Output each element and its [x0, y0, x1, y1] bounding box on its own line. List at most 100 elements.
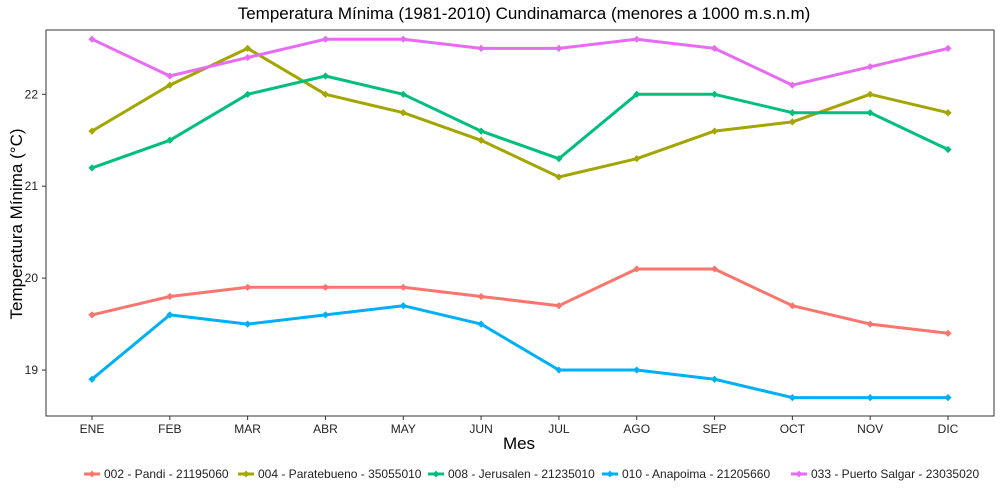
series-2: [88, 44, 952, 181]
series-line: [90, 267, 950, 335]
series-line: [90, 46, 950, 179]
data-point: [244, 90, 252, 98]
data-point: [244, 53, 252, 62]
series-4: [88, 302, 952, 402]
data-point: [166, 136, 174, 144]
data-point: [710, 127, 719, 135]
legend-label: 010 - Anapoima - 21205660: [622, 467, 770, 481]
legend-item: 033 - Puerto Salgar - 23035020: [791, 467, 979, 481]
data-point: [555, 173, 563, 181]
data-point: [399, 90, 407, 98]
data-point: [244, 283, 252, 291]
legend-label: 033 - Puerto Salgar - 23035020: [811, 467, 979, 481]
legend-label: 004 - Paratebueno - 35055010: [258, 467, 422, 481]
x-axis: ENE FEB MAR ABR MAY JUN JUL AGO SEP OCT NOV DIC: [80, 416, 959, 436]
data-point: [788, 394, 796, 402]
data-point: [477, 44, 485, 52]
data-point: [788, 109, 796, 117]
data-point: [321, 35, 330, 43]
data-point: [555, 155, 563, 163]
x-tick-label: JUN: [469, 422, 492, 436]
data-point: [555, 302, 563, 310]
data-point: [866, 63, 874, 71]
data-point: [944, 109, 952, 117]
data-point: [477, 292, 485, 301]
data-point: [88, 375, 96, 383]
legend-label: 002 - Pandi - 21195060: [104, 467, 229, 481]
data-point: [710, 44, 719, 52]
legend-label: 008 - Jerusalen - 21235010: [448, 467, 595, 481]
data-point: [633, 366, 641, 374]
x-tick-label: AGO: [623, 422, 650, 436]
legend-item: 004 - Paratebueno - 35055010: [238, 467, 422, 481]
x-tick-label: ENE: [80, 422, 105, 436]
data-point: [88, 164, 96, 172]
data-point: [166, 81, 174, 89]
data-point: [633, 90, 641, 98]
data-point: [788, 118, 796, 126]
data-point: [944, 44, 952, 52]
data-point: [477, 127, 485, 135]
y-tick-label: 20: [25, 271, 39, 285]
data-point: [399, 109, 407, 117]
data-point: [321, 311, 330, 319]
series-layer: [88, 35, 952, 402]
series-line: [90, 74, 950, 170]
legend: 002 - Pandi - 21195060 004 - Paratebueno …: [84, 467, 979, 481]
x-tick-label: FEB: [158, 422, 181, 436]
data-point: [477, 320, 485, 328]
legend-marker: [795, 470, 803, 478]
data-point: [944, 394, 952, 402]
data-point: [166, 311, 174, 319]
data-point: [555, 366, 563, 374]
series-3: [88, 72, 952, 172]
data-point: [399, 35, 407, 43]
series-5: [88, 35, 952, 89]
x-tick-label: MAY: [391, 422, 416, 436]
data-point: [244, 44, 252, 52]
data-point: [866, 394, 874, 402]
y-axis-label: Temperatura Mínima (°C): [7, 128, 26, 319]
y-axis: 19 20 21 22: [25, 87, 46, 377]
legend-item: 002 - Pandi - 21195060: [84, 467, 229, 481]
data-point: [710, 265, 719, 273]
data-point: [633, 155, 641, 163]
x-axis-label: Mes: [503, 434, 535, 453]
data-point: [321, 283, 330, 291]
legend-marker: [242, 470, 250, 478]
y-tick-label: 22: [25, 87, 39, 101]
x-tick-label: SEP: [703, 422, 727, 436]
data-point: [710, 90, 719, 98]
data-point: [633, 265, 641, 273]
x-tick-label: NOV: [857, 422, 883, 436]
data-point: [88, 311, 96, 319]
data-point: [321, 72, 330, 80]
plot-border: [45, 29, 995, 417]
legend-marker: [432, 470, 440, 478]
legend-item: 008 - Jerusalen - 21235010: [428, 467, 595, 481]
data-point: [866, 109, 874, 117]
data-point: [321, 90, 330, 98]
data-point: [88, 35, 96, 43]
data-point: [944, 145, 952, 154]
y-tick-label: 19: [25, 363, 39, 377]
plot-area: [45, 29, 995, 417]
data-point: [555, 44, 563, 52]
data-point: [633, 35, 641, 43]
data-point: [244, 320, 252, 328]
data-point: [166, 292, 174, 301]
data-point: [866, 320, 874, 328]
series-line: [90, 37, 950, 87]
legend-item: 010 - Anapoima - 21205660: [602, 467, 770, 481]
data-point: [477, 136, 485, 144]
data-point: [399, 283, 407, 291]
chart-title: Temperatura Mínima (1981-2010) Cundinama…: [238, 4, 811, 23]
series-line: [90, 304, 950, 400]
legend-marker: [88, 470, 96, 478]
data-point: [166, 72, 174, 80]
x-tick-label: MAR: [234, 422, 261, 436]
x-tick-label: ABR: [313, 422, 338, 436]
legend-marker: [606, 470, 614, 478]
data-point: [88, 127, 96, 135]
